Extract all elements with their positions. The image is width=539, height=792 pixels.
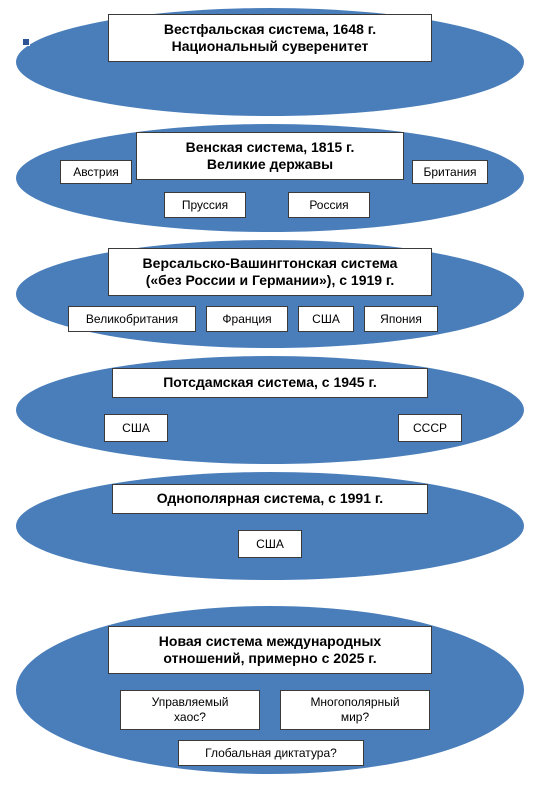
- title-line: Новая система международных: [159, 633, 381, 651]
- system-title-westphalia: Вестфальская система, 1648 г.Национальны…: [108, 14, 432, 62]
- power-box: Австрия: [60, 160, 132, 184]
- power-box: Франция: [206, 306, 288, 332]
- diagram-canvas: Вестфальская система, 1648 г.Национальны…: [0, 0, 539, 792]
- power-box: Пруссия: [164, 192, 246, 218]
- system-title-versailles: Версальско-Вашингтонская система(«без Ро…: [108, 248, 432, 296]
- system-title-new: Новая система международныхотношений, пр…: [108, 626, 432, 674]
- title-line: Версальско-Вашингтонская система: [143, 255, 398, 273]
- title-line: Венская система, 1815 г.: [186, 139, 355, 157]
- system-title-potsdam: Потсдамская система, с 1945 г.: [112, 368, 428, 398]
- power-label-line: Управляемый: [152, 695, 229, 710]
- title-line: Вестфальская система, 1648 г.: [164, 21, 376, 39]
- power-box: Британия: [412, 160, 488, 184]
- bullet-marker: [22, 38, 30, 46]
- power-box: Глобальная диктатура?: [178, 740, 364, 766]
- power-box: СССР: [398, 414, 462, 442]
- power-label-line: мир?: [341, 710, 369, 725]
- power-box: США: [104, 414, 168, 442]
- power-box: США: [298, 306, 354, 332]
- title-line: Потсдамская система, с 1945 г.: [163, 374, 377, 392]
- power-box: Великобритания: [68, 306, 196, 332]
- power-box: Япония: [364, 306, 438, 332]
- title-line: Великие державы: [207, 156, 333, 174]
- power-box: США: [238, 530, 302, 558]
- title-line: отношений, примерно с 2025 г.: [163, 650, 376, 668]
- system-title-unipolar: Однополярная система, с 1991 г.: [112, 484, 428, 514]
- power-label-line: хаос?: [174, 710, 206, 725]
- title-line: Национальный суверенитет: [172, 38, 369, 56]
- system-title-vienna: Венская система, 1815 г.Великие державы: [136, 132, 404, 180]
- title-line: («без России и Германии»), с 1919 г.: [146, 272, 395, 290]
- power-box: Многополярныймир?: [280, 690, 430, 730]
- title-line: Однополярная система, с 1991 г.: [157, 490, 383, 508]
- power-box: Россия: [288, 192, 370, 218]
- power-label-line: Многополярный: [310, 695, 399, 710]
- power-box: Управляемыйхаос?: [120, 690, 260, 730]
